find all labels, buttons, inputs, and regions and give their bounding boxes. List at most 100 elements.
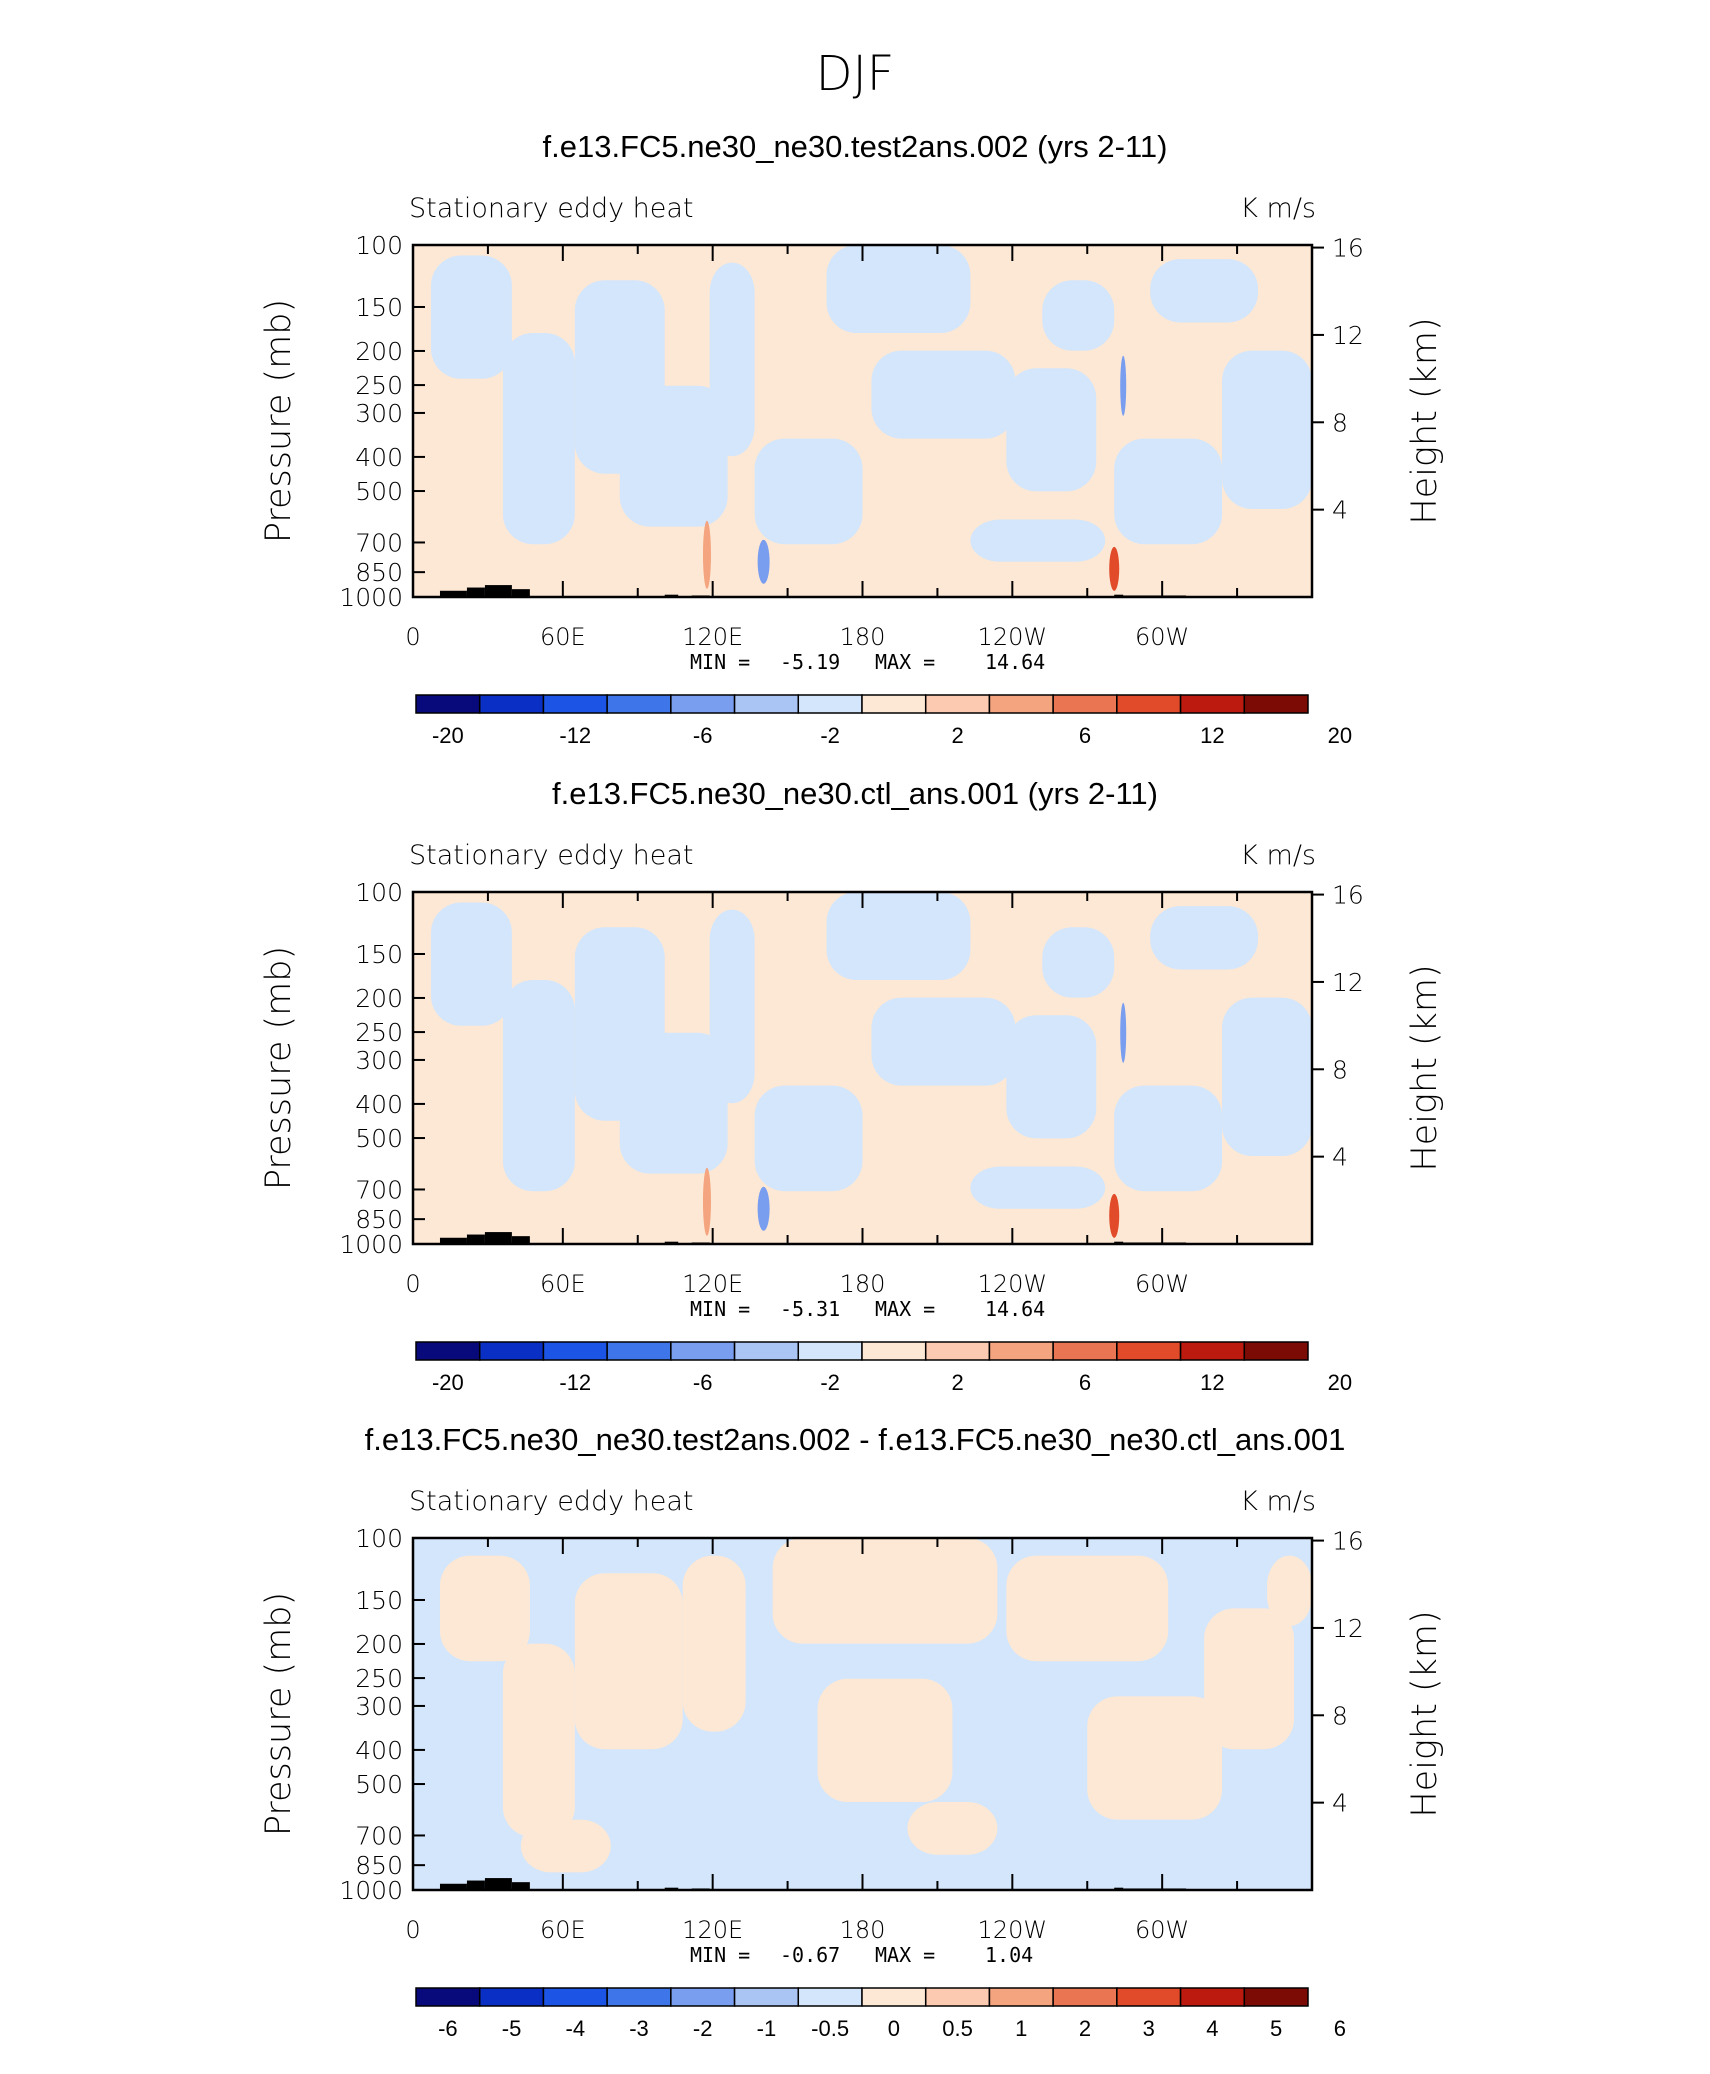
min-value: -5.31 [780,1297,840,1321]
colorbar-label: 0.5 [942,2016,973,2041]
colorbar-label: 20 [1328,723,1352,748]
pressure-tick-label: 100 [355,878,403,907]
pressure-tick-label: 1000 [339,1230,403,1259]
colorbar-label: -20 [432,723,464,748]
positive-streak [702,520,711,589]
contour-region [1222,350,1312,509]
colorbar-label: 6 [1334,2016,1346,2041]
topography [439,1237,467,1244]
colorbar-swatch [924,694,991,714]
pressure-tick-label: 100 [355,1524,403,1553]
lon-tick-label: 60E [540,623,586,651]
colorbar-label: -12 [559,1370,591,1395]
contour-region [502,980,575,1192]
pressure-tick-label: 150 [355,940,403,969]
panel-title: f.e13.FC5.ne30_ne30.test2ans.002 - f.e13… [365,1422,1346,1457]
pressure-tick-label: 500 [355,1770,403,1799]
colorbar-swatch [733,1341,800,1361]
topography [484,1232,512,1244]
colorbar-swatch [733,694,800,714]
colorbar-swatch [733,1987,800,2007]
contour-field [413,892,1312,1244]
colorbar-label: 20 [1328,1370,1352,1395]
height-tick-label: 12 [1332,968,1364,997]
colorbar-label: -2 [693,2016,713,2041]
height-tick-label: 4 [1332,1789,1348,1818]
negative-streak [757,539,770,584]
lon-tick-label: 60W [1135,623,1189,651]
pressure-tick-label: 200 [355,984,403,1013]
contour-region [502,1643,575,1838]
topography [466,1234,485,1244]
contour-region [754,438,863,545]
lon-tick-label: 180 [840,1270,886,1298]
colorbar-label: 2 [1079,2016,1091,2041]
colorbar-swatch [1243,1987,1309,2007]
colorbar-label: 0 [888,2016,900,2041]
max-label: MAX = [875,650,935,674]
lon-tick-label: 120W [978,1270,1048,1298]
height-tick-label: 8 [1332,408,1348,437]
colorbar-label: -3 [629,2016,649,2041]
pressure-tick-label: 200 [355,1630,403,1659]
min-label: MIN = [690,1943,750,1967]
height-tick-label: 8 [1332,1055,1348,1084]
topography [439,1883,467,1890]
colorbar-swatch [1052,1341,1118,1361]
positive-streak [702,1167,711,1236]
colorbar-swatch [1179,694,1246,714]
pressure-tick-label: 250 [355,371,403,400]
lon-tick-label: 180 [840,623,886,651]
contour-region [619,385,728,527]
colorbar-swatch [606,1987,672,2007]
colorbar-label: 4 [1206,2016,1218,2041]
max-label: MAX = [875,1297,935,1321]
topography [439,590,467,597]
colorbar-swatch [988,1987,1054,2007]
colorbar-swatch [1052,694,1118,714]
panel-2: f.e13.FC5.ne30_ne30.ctl_ans.001 (yrs 2-1… [259,776,1445,1395]
pressure-tick-label: 300 [355,399,403,428]
contour-region [682,1555,746,1732]
negative-streak [757,1186,770,1231]
y2-axis-title: Height (km) [1405,1610,1445,1817]
height-tick-label: 12 [1332,321,1364,350]
contour-region [871,997,1016,1086]
pressure-tick-label: 300 [355,1692,403,1721]
pressure-tick-label: 150 [355,293,403,322]
colorbar-swatch [542,1341,608,1361]
colorbar-swatch [606,694,672,714]
colorbar-label: 1 [1015,2016,1027,2041]
colorbar-swatch [1052,1987,1118,2007]
pressure-tick-label: 400 [355,1090,403,1119]
colorbar-swatch [478,694,545,714]
colorbar-swatch [1243,1341,1309,1361]
y2-axis-title: Height (km) [1405,317,1445,524]
contour-region [439,1555,530,1662]
contour-region [826,245,971,333]
pressure-tick-label: 500 [355,1124,403,1153]
colorbar-swatch [924,1987,991,2007]
colorbar-swatch [415,694,481,714]
contour-region [1150,906,1259,970]
contour-region [1150,259,1259,323]
panel-1: f.e13.FC5.ne30_ne30.test2ans.002 (yrs 2-… [259,129,1445,748]
y-axis-title: Pressure (mb) [259,946,299,1190]
positive-streak [1109,1193,1120,1238]
pressure-tick-label: 150 [355,1586,403,1615]
contour-region [1006,1015,1097,1139]
colorbar-label: -1 [757,2016,777,2041]
lon-tick-label: 120W [978,1916,1048,1944]
contour-region [430,902,512,1026]
pressure-tick-label: 250 [355,1664,403,1693]
pressure-tick-label: 400 [355,443,403,472]
lon-tick-label: 0 [405,1916,420,1944]
min-value: -0.67 [780,1943,840,1967]
contour-region [772,1538,998,1644]
contour-region [1114,1085,1223,1192]
lon-tick-label: 120E [682,1916,743,1944]
max-value: 14.64 [985,1297,1045,1321]
contour-region [871,350,1016,439]
lon-tick-label: 120W [978,623,1048,651]
